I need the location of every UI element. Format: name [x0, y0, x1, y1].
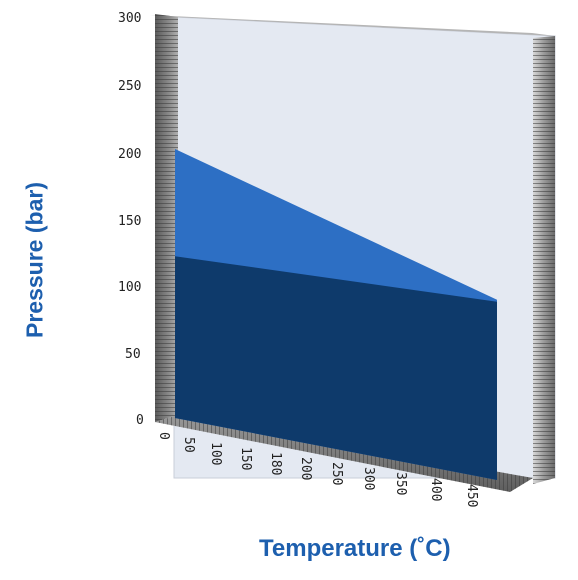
y-tick-label: 50 [125, 347, 141, 362]
x-tick-label: 0 [156, 432, 171, 440]
right-wall [533, 36, 555, 484]
y-tick-label: 200 [118, 147, 141, 162]
x-tick-label: 450 [464, 484, 479, 507]
left-wall [155, 14, 178, 422]
y-tick-label: 0 [136, 413, 144, 428]
x-tick-label: 180 [268, 452, 283, 475]
x-axis-title: Temperature (˚C) [259, 535, 451, 562]
x-tick-label: 400 [428, 478, 443, 501]
back-wall-top-edge [150, 15, 555, 36]
x-tick-label: 350 [393, 472, 408, 495]
y-tick-label: 250 [118, 79, 141, 94]
y-axis-title: Pressure (bar) [21, 182, 48, 338]
x-tick-label: 200 [298, 457, 313, 480]
x-tick-label: 150 [238, 447, 253, 470]
y-axis-ticks: 300 250 200 150 100 50 0 [118, 11, 144, 428]
x-axis-ticks: 0 50 100 150 180 200 250 300 350 400 450 [156, 432, 479, 507]
floor [155, 415, 533, 492]
y-tick-label: 300 [118, 11, 141, 26]
area-series-lower [175, 256, 497, 480]
x-tick-label: 300 [361, 467, 376, 490]
x-tick-label: 250 [329, 462, 344, 485]
y-tick-label: 150 [118, 214, 141, 229]
y-tick-label: 100 [118, 280, 141, 295]
x-tick-label: 100 [208, 442, 223, 465]
x-tick-label: 50 [181, 437, 196, 453]
